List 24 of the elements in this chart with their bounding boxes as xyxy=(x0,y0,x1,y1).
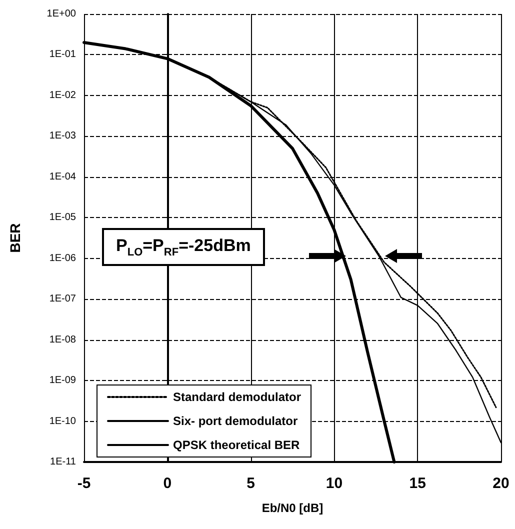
x-tick-label: 0 xyxy=(163,475,172,492)
y-tick-label: 1E-06 xyxy=(49,252,76,264)
y-tick-label: 1E-04 xyxy=(49,171,76,182)
legend-label: QPSK theoretical BER xyxy=(173,438,300,452)
y-tick-label: 1E-02 xyxy=(49,90,76,101)
y-tick-label: 1E-08 xyxy=(49,334,76,346)
x-tick-label: -5 xyxy=(77,475,91,492)
y-tick-label: 1E-11 xyxy=(50,456,76,468)
legend-label: Six- port demodulator xyxy=(173,414,298,428)
y-tick-label: 1E-09 xyxy=(49,375,76,386)
y-tick-label: 1E-03 xyxy=(49,130,76,142)
y-tick-label: 1E-05 xyxy=(49,212,76,224)
x-tick-label: 10 xyxy=(326,475,343,492)
legend-label: Standard demodulator xyxy=(173,390,302,404)
y-tick-label: 1E-10 xyxy=(49,416,76,427)
y-axis-title: BER xyxy=(7,223,23,253)
x-tick-label: 5 xyxy=(246,475,255,492)
y-tick-label: 1E-01 xyxy=(49,49,76,60)
x-tick-label: 15 xyxy=(409,475,426,492)
y-tick-label: 1E-07 xyxy=(49,294,76,305)
y-tick-label: 1E+00 xyxy=(46,8,76,20)
annotation: P$_{LO}$=P$_{RF}$=-25dBm xyxy=(102,228,265,266)
x-tick-label: 20 xyxy=(492,475,510,492)
x-axis-title: Eb/N0 [dB] xyxy=(262,501,324,515)
